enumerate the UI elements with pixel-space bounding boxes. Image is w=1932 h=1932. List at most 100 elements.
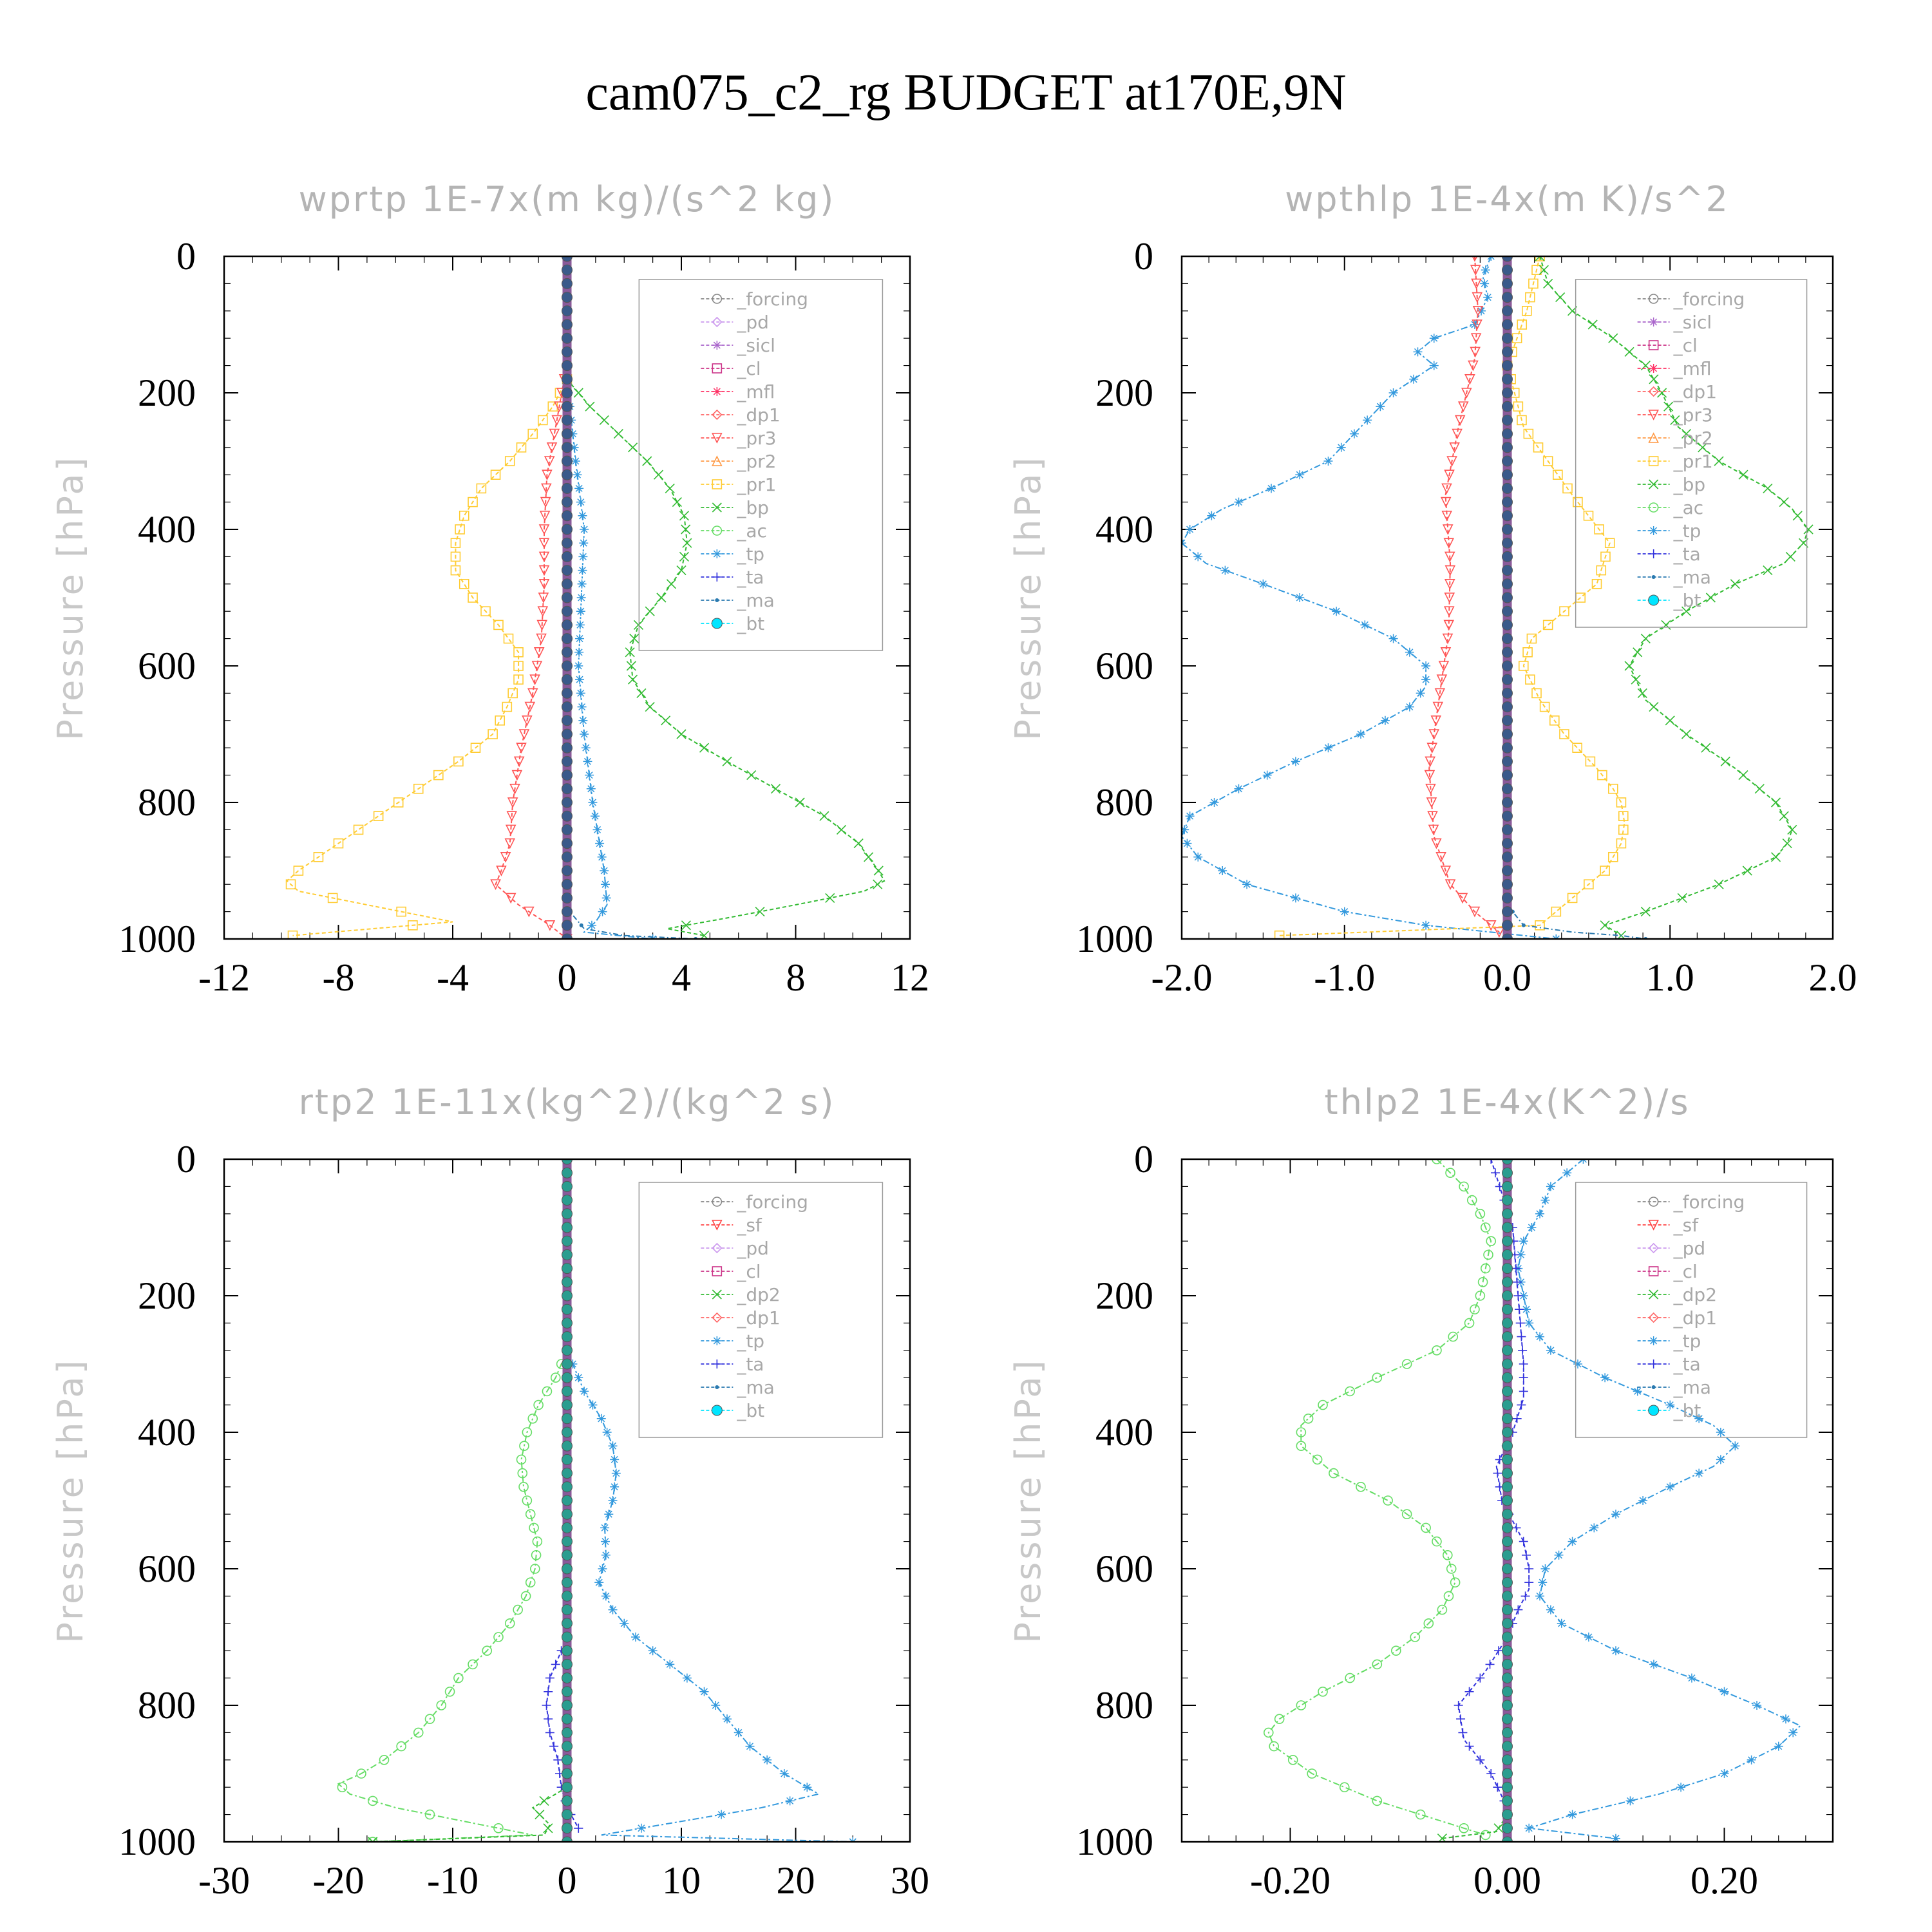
- legend-label: _sicl: [1673, 312, 1712, 333]
- series-marker: [1303, 1414, 1314, 1424]
- series-marker: [1472, 292, 1483, 303]
- series-marker: [590, 811, 600, 821]
- series-marker: [1493, 1468, 1502, 1478]
- series-marker: [503, 633, 514, 644]
- series-marker: [681, 920, 691, 931]
- series-marker: [1583, 510, 1594, 521]
- series-marker: [396, 906, 406, 917]
- series-marker: [1432, 1536, 1442, 1547]
- x-tick-label: -4: [437, 956, 469, 999]
- series-marker: [1483, 1249, 1493, 1260]
- legend-marker: [1649, 526, 1658, 535]
- series-marker: [1443, 1591, 1454, 1602]
- series-marker: [1388, 388, 1398, 397]
- series-marker: [450, 538, 461, 549]
- bt-marker: [562, 660, 573, 672]
- series-marker: [1423, 1618, 1434, 1629]
- series-marker: [502, 701, 513, 712]
- series-marker: [672, 497, 682, 507]
- series-marker: [785, 1796, 795, 1806]
- series-marker: [1472, 319, 1482, 330]
- legend-entry: _pd: [701, 1238, 769, 1259]
- legend-label: _tp: [1673, 1331, 1701, 1352]
- legend-marker: [1648, 1405, 1660, 1416]
- series-marker: [1553, 469, 1563, 480]
- legend-marker: [1651, 575, 1656, 579]
- series-marker: [1742, 866, 1752, 876]
- series-marker: [504, 456, 515, 466]
- legend-entry: _cl: [1637, 1261, 1698, 1282]
- series-marker: [544, 456, 555, 467]
- series-marker: [1372, 1372, 1383, 1383]
- series-marker: [1444, 551, 1455, 563]
- series-marker: [574, 647, 584, 657]
- series-marker: [1611, 1510, 1620, 1519]
- series-bt: [562, 1159, 573, 1842]
- legend-entry: _ta: [1637, 544, 1701, 565]
- series-marker: [1531, 265, 1542, 276]
- series-marker: [746, 770, 757, 781]
- bt-marker: [562, 1727, 573, 1738]
- x-tick-label: -2.0: [1151, 956, 1213, 999]
- series-marker: [580, 730, 589, 739]
- series-marker: [450, 565, 461, 576]
- series-marker: [1535, 256, 1545, 261]
- series-marker: [1596, 565, 1607, 576]
- series-marker: [576, 688, 585, 698]
- series-marker: [604, 1510, 614, 1519]
- legend-entry: _bt: [1637, 1400, 1701, 1421]
- bt-marker: [1502, 674, 1513, 685]
- x-tick-label: 0.00: [1473, 1859, 1541, 1902]
- legend-entry: _cl: [701, 1261, 761, 1282]
- x-tick-label: 0: [558, 1859, 577, 1902]
- series-marker: [1446, 456, 1457, 467]
- y-tick-label: 1000: [1076, 918, 1153, 960]
- series-line: [495, 379, 568, 939]
- legend-label: _bt: [1673, 590, 1701, 611]
- series-marker: [516, 1454, 527, 1465]
- series-marker: [1435, 852, 1446, 863]
- series-marker: [1424, 770, 1435, 781]
- series-marker: [636, 688, 647, 698]
- series-marker: [1432, 1159, 1442, 1164]
- series-marker: [1470, 346, 1481, 358]
- series-marker: [536, 633, 547, 645]
- series-marker: [1457, 893, 1468, 904]
- series-marker: [1429, 361, 1439, 370]
- legend-label: _tp: [1673, 520, 1701, 542]
- series-marker: [1274, 1714, 1285, 1724]
- bt-marker: [1502, 482, 1513, 494]
- bt-marker: [562, 332, 573, 344]
- series-marker: [542, 1386, 553, 1397]
- series-marker: [519, 1441, 529, 1451]
- series-marker: [1444, 879, 1456, 890]
- series-marker: [1567, 1537, 1577, 1546]
- legend-marker: [1648, 410, 1659, 421]
- series-marker: [516, 442, 527, 453]
- bt-marker: [562, 1372, 573, 1383]
- series-marker: [1218, 866, 1227, 875]
- legend-marker: [1648, 294, 1659, 304]
- legend-label: _ma: [1673, 1377, 1711, 1398]
- series-marker: [1600, 920, 1610, 931]
- legend-marker: [1651, 1385, 1656, 1389]
- series-pr1: [1274, 256, 1629, 939]
- series-marker: [1714, 879, 1724, 889]
- series-bt: [1502, 1159, 1513, 1842]
- series-marker: [1363, 415, 1372, 425]
- series-marker: [620, 1618, 629, 1628]
- y-tick-label: 800: [1095, 1684, 1153, 1727]
- series-marker: [1469, 906, 1481, 918]
- legend-entry: _bt: [701, 1400, 764, 1421]
- series-marker: [608, 1441, 618, 1451]
- series-marker: [1567, 893, 1578, 904]
- series-marker: [1429, 334, 1439, 343]
- bt-marker: [562, 292, 573, 303]
- series-marker: [453, 1672, 464, 1683]
- series-marker: [527, 1414, 538, 1424]
- series-marker: [611, 1468, 621, 1478]
- legend-entry: _mfl: [701, 381, 775, 402]
- bt-marker: [1502, 401, 1513, 412]
- series-marker: [636, 1823, 646, 1833]
